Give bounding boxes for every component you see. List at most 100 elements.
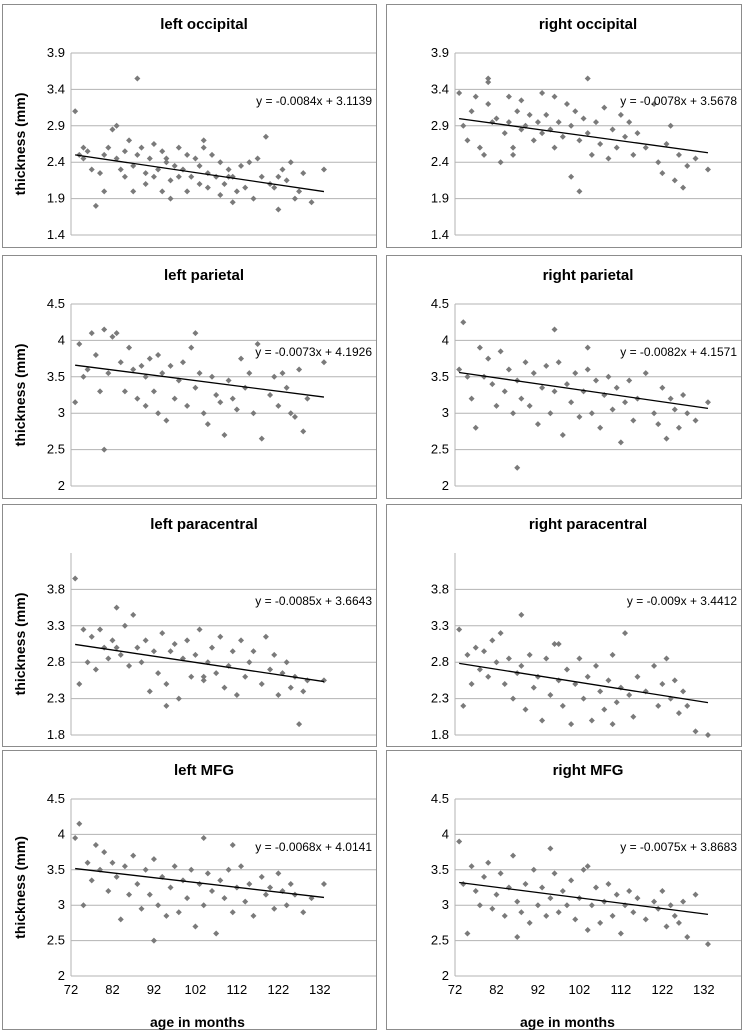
- data-point: [105, 370, 112, 377]
- data-point: [146, 355, 153, 362]
- data-point: [588, 410, 595, 417]
- data-point: [287, 880, 294, 887]
- data-point: [609, 406, 616, 413]
- data-point: [291, 413, 298, 420]
- trendline: [459, 371, 709, 410]
- data-point: [84, 859, 91, 866]
- data-point: [667, 122, 674, 129]
- data-point: [142, 866, 149, 873]
- data-point: [692, 155, 699, 162]
- data-point: [518, 97, 525, 104]
- data-point: [300, 909, 307, 916]
- chart-panel: left MFG 2 2.5 3 3.5 4 4.5 thickness (mm) 72 82 92…: [2, 750, 377, 1030]
- data-point: [684, 702, 691, 709]
- x-tick-label: 72: [64, 982, 78, 997]
- data-point: [704, 166, 711, 173]
- data-point: [130, 366, 137, 373]
- data-point: [171, 863, 178, 870]
- data-point: [485, 355, 492, 362]
- data-point: [601, 706, 608, 713]
- data-point: [489, 905, 496, 912]
- data-point: [105, 655, 112, 662]
- data-point: [92, 351, 99, 358]
- x-tick-label: 92: [531, 982, 545, 997]
- x-tick-label: 122: [268, 982, 290, 997]
- y-tick-label: 4.5: [47, 791, 65, 806]
- data-point: [221, 432, 228, 439]
- data-point: [530, 866, 537, 873]
- data-point: [485, 673, 492, 680]
- data-point: [233, 188, 240, 195]
- data-point: [271, 651, 278, 658]
- data-point: [200, 677, 207, 684]
- data-point: [287, 684, 294, 691]
- chart-panel: right occipital 1.4 1.9 2.4 2.9 3.4 3.9 y = -0.…: [386, 4, 742, 248]
- data-point: [258, 173, 265, 180]
- data-point: [605, 677, 612, 684]
- chart-panel: right MFG 2 2.5 3 3.5 4 4.5 72 82 92 102 112 122 132 y…: [386, 750, 742, 1030]
- data-point: [626, 691, 633, 698]
- data-point: [576, 413, 583, 420]
- data-point: [609, 721, 616, 728]
- data-point: [221, 895, 228, 902]
- data-point: [501, 130, 508, 137]
- data-point: [72, 399, 79, 406]
- y-axis-label: thickness (mm): [12, 344, 28, 447]
- x-axis-label: age in months: [520, 1014, 615, 1030]
- data-point: [692, 891, 699, 898]
- data-point: [196, 880, 203, 887]
- data-point: [217, 877, 224, 884]
- data-point: [605, 373, 612, 380]
- data-point: [671, 177, 678, 184]
- data-point: [663, 923, 670, 930]
- data-point: [464, 651, 471, 658]
- data-point: [555, 909, 562, 916]
- data-point: [238, 637, 245, 644]
- data-point: [267, 392, 274, 398]
- data-point: [262, 133, 269, 140]
- data-point: [663, 141, 670, 147]
- data-point: [539, 384, 546, 391]
- data-point: [481, 648, 488, 655]
- data-point: [547, 845, 554, 852]
- data-point: [468, 863, 475, 870]
- x-tick-label: 132: [693, 982, 715, 997]
- trendline: [75, 154, 325, 193]
- data-point: [510, 852, 517, 859]
- data-point: [76, 820, 83, 827]
- data-point: [576, 137, 583, 144]
- data-point: [510, 144, 517, 151]
- data-point: [609, 651, 616, 658]
- y-tick-label: 3.5: [47, 369, 65, 384]
- data-point: [142, 181, 149, 188]
- data-point: [101, 151, 108, 158]
- data-point: [563, 100, 570, 107]
- data-point: [271, 184, 278, 191]
- data-point: [584, 130, 591, 137]
- data-point: [601, 104, 608, 111]
- data-point: [510, 695, 517, 702]
- y-tick-label: 3: [442, 405, 449, 420]
- data-point: [485, 79, 492, 86]
- y-axis-label: thickness (mm): [12, 593, 28, 696]
- data-point: [155, 902, 162, 909]
- data-point: [300, 170, 307, 177]
- data-point: [142, 170, 149, 177]
- data-point: [489, 119, 496, 126]
- data-point: [559, 133, 566, 140]
- data-point: [613, 699, 620, 706]
- x-tick-label: 112: [611, 982, 632, 997]
- x-tick-label: 102: [185, 982, 207, 997]
- y-tick-label: 2.5: [47, 442, 65, 457]
- data-point: [155, 410, 162, 417]
- data-point: [204, 659, 211, 666]
- data-point: [142, 402, 149, 409]
- scatter-chart: left parietal 2 2.5 3 3.5 4 4.5 thickness (mm) y…: [12, 267, 376, 493]
- data-point: [626, 119, 633, 126]
- chart-panel: left parietal 2 2.5 3 3.5 4 4.5 thickness (mm) y…: [2, 255, 377, 499]
- data-point: [209, 644, 215, 651]
- data-point: [200, 834, 207, 841]
- data-point: [279, 166, 286, 173]
- data-point: [192, 651, 199, 658]
- data-point: [134, 880, 141, 887]
